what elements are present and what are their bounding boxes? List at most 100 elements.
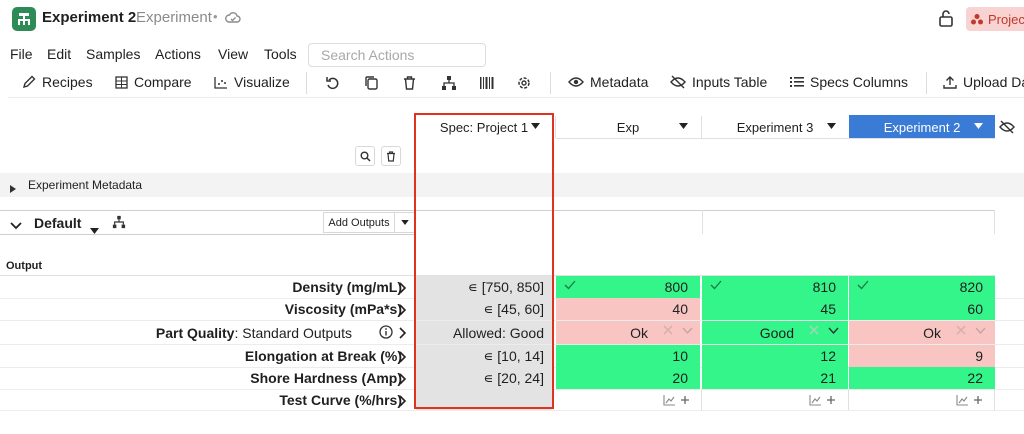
- value-text: 820: [959, 279, 983, 295]
- menu-actions[interactable]: Actions: [155, 46, 201, 62]
- title-separator: •: [213, 9, 218, 24]
- value-cell[interactable]: 45: [702, 298, 848, 320]
- chart-plus-icon: [956, 395, 982, 406]
- recipes-button[interactable]: Recipes: [22, 74, 93, 90]
- column-exp2-label: Experiment 2: [883, 119, 961, 135]
- check-icon: [710, 280, 722, 290]
- gear-icon[interactable]: [516, 75, 532, 94]
- hierarchy-icon[interactable]: [441, 75, 457, 94]
- eye-off-icon: [670, 75, 686, 89]
- spec-cell-viscosity[interactable]: ∊ [45, 60]: [416, 298, 552, 320]
- menu-view[interactable]: View: [218, 46, 249, 62]
- spec-cell-density[interactable]: ∊ [750, 850]: [416, 276, 552, 298]
- experiment-metadata-label[interactable]: Experiment Metadata: [28, 178, 143, 192]
- value-cell[interactable]: 12: [702, 345, 848, 367]
- specs-columns-button[interactable]: Specs Columns: [790, 74, 908, 90]
- hierarchy-icon[interactable]: [112, 215, 126, 232]
- caret-down-icon[interactable]: [90, 221, 99, 237]
- upload-button[interactable]: Upload Da: [943, 74, 1024, 90]
- copy-icon[interactable]: [364, 75, 379, 94]
- hide-specs-icon[interactable]: [999, 120, 1015, 137]
- row-label-part-quality-name: Part Quality: [155, 325, 235, 341]
- column-header-experiment-2[interactable]: Experiment 2: [849, 115, 995, 139]
- chevron-down-icon[interactable]: [828, 327, 839, 334]
- column-divider: [555, 116, 556, 138]
- metadata-button[interactable]: Metadata: [568, 74, 648, 90]
- value-cell[interactable]: 21: [702, 367, 848, 389]
- add-curve-button[interactable]: [809, 393, 837, 409]
- caret-down-icon[interactable]: [531, 123, 540, 129]
- spec-column-highlight: [414, 113, 554, 409]
- collapse-chevron-icon[interactable]: [10, 217, 22, 233]
- value-cell[interactable]: 40: [556, 298, 700, 320]
- toolbar-divider: [550, 72, 551, 94]
- spec-cell-test-curve[interactable]: [416, 389, 552, 410]
- barcode-icon[interactable]: [479, 75, 495, 94]
- row-divider: [0, 320, 1024, 321]
- spec-cell-part-quality[interactable]: Allowed: Good: [416, 321, 552, 344]
- chevron-right-icon[interactable]: [399, 350, 407, 366]
- visualize-button[interactable]: Visualize: [214, 74, 290, 90]
- value-cell[interactable]: 9: [849, 345, 995, 367]
- select-cell[interactable]: Good: [702, 321, 848, 344]
- spec-cell-elongation[interactable]: ∊ [10, 14]: [416, 345, 552, 367]
- clear-icon[interactable]: [662, 324, 674, 336]
- undo-icon[interactable]: [325, 75, 341, 94]
- inputs-table-button[interactable]: Inputs Table: [670, 74, 767, 90]
- caret-down-icon[interactable]: [974, 123, 983, 129]
- default-section-title[interactable]: Default: [34, 215, 82, 231]
- column-header-spec[interactable]: Spec: Project 1: [416, 115, 552, 139]
- chevron-right-icon[interactable]: [399, 281, 407, 297]
- chevron-down-icon[interactable]: [975, 327, 986, 334]
- trash-icon[interactable]: [402, 75, 417, 94]
- value-cell[interactable]: 810: [702, 276, 848, 298]
- chevron-right-icon[interactable]: [399, 326, 407, 342]
- select-value: Ok: [923, 324, 941, 341]
- chevron-right-icon[interactable]: [399, 303, 407, 319]
- menu-edit[interactable]: Edit: [47, 46, 72, 62]
- menu-tools[interactable]: Tools: [264, 46, 297, 62]
- spec-cell-shore-hardness[interactable]: ∊ [20, 24]: [416, 367, 552, 389]
- select-value: Good: [759, 324, 794, 341]
- column-header-experiment-3[interactable]: Experiment 3: [702, 115, 848, 139]
- column-header-exp[interactable]: Exp: [556, 115, 700, 139]
- value-cell[interactable]: 60: [849, 298, 995, 320]
- select-cell[interactable]: Ok: [849, 321, 995, 344]
- app-logo-icon[interactable]: [12, 7, 36, 31]
- add-outputs-dropdown[interactable]: [395, 212, 415, 233]
- menu-file[interactable]: File: [10, 46, 33, 62]
- info-icon[interactable]: [379, 325, 393, 342]
- search-icon: [360, 151, 371, 162]
- unlock-icon[interactable]: [938, 9, 954, 30]
- compare-button[interactable]: Compare: [115, 74, 192, 90]
- add-outputs-button[interactable]: Add Outputs: [323, 212, 395, 233]
- project-badge[interactable]: Projec: [966, 7, 1024, 31]
- menu-samples[interactable]: Samples: [86, 46, 141, 62]
- value-cell[interactable]: 10: [556, 345, 700, 367]
- expand-right-icon[interactable]: [10, 180, 16, 196]
- add-curve-button[interactable]: [663, 393, 691, 409]
- value-cell[interactable]: 820: [849, 276, 995, 298]
- value-cell[interactable]: 22: [849, 367, 995, 389]
- trash-icon: [387, 150, 395, 162]
- clear-icon[interactable]: [955, 324, 967, 336]
- value-cell[interactable]: 20: [556, 367, 700, 389]
- column-exp3-label: Experiment 3: [736, 119, 814, 135]
- chevron-down-icon[interactable]: [682, 327, 693, 334]
- check-icon: [564, 280, 576, 290]
- chevron-right-icon[interactable]: [399, 372, 407, 388]
- caret-down-icon[interactable]: [679, 123, 688, 129]
- cloud-sync-icon: [225, 11, 241, 28]
- select-cell[interactable]: Ok: [556, 321, 700, 344]
- clear-icon[interactable]: [808, 324, 820, 336]
- search-button[interactable]: [355, 146, 375, 166]
- add-curve-button[interactable]: [956, 393, 984, 409]
- chevron-right-icon[interactable]: [399, 394, 407, 410]
- delete-button[interactable]: [381, 146, 401, 166]
- output-group-label: Output: [6, 260, 43, 272]
- value-cell[interactable]: 800: [556, 276, 700, 298]
- caret-down-icon[interactable]: [827, 123, 836, 129]
- row-label-part-quality: Part Quality: Standard Outputs: [156, 325, 352, 341]
- select-value: Ok: [630, 324, 648, 341]
- search-actions-input[interactable]: Search Actions: [308, 43, 486, 67]
